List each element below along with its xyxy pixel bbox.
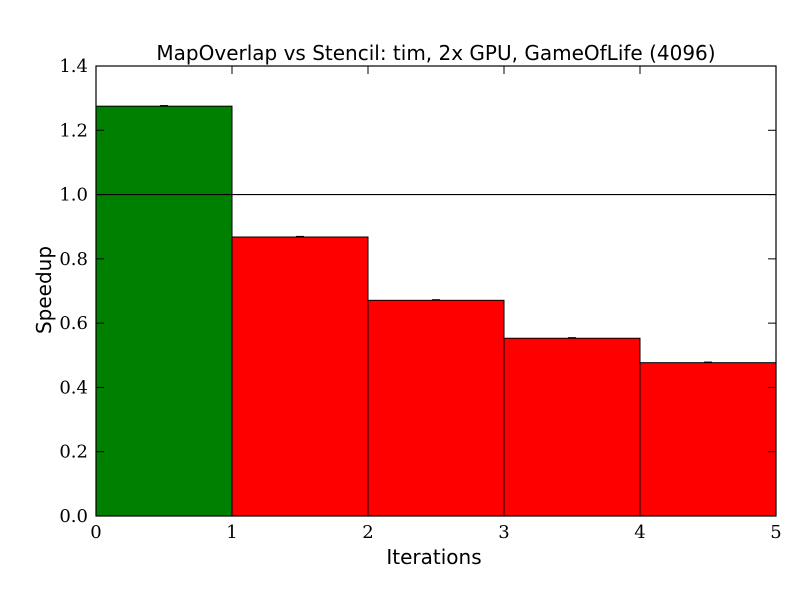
x-tick-label-2: 2: [362, 522, 373, 543]
x-axis-label: Iterations: [386, 545, 481, 569]
y-tick-label-6: 1.2: [59, 120, 88, 141]
chart-title: MapOverlap vs Stencil: tim, 2x GPU, Game…: [156, 41, 715, 65]
bar-2: [367, 299, 505, 517]
bars-group: [95, 105, 777, 517]
y-tick-label-5: 1.0: [59, 185, 88, 206]
x-tick-label-3: 3: [498, 522, 509, 543]
plot-frame: [95, 65, 777, 517]
y-tick-label-0: 0.0: [59, 506, 88, 527]
x-tick-label-1: 1: [226, 522, 237, 543]
ticks-group: 0 1 2 3 4 5 0.0 0.2 0.4 0.6 0.8 1.0 1.2 1.4: [59, 56, 781, 543]
x-tick-label-0: 0: [90, 522, 101, 543]
y-axis-label: Speedup: [32, 246, 56, 334]
bar-4: [639, 362, 777, 517]
bar-1: [231, 236, 369, 517]
y-tick-label-4: 0.8: [59, 249, 88, 270]
x-tick-label-4: 4: [634, 522, 645, 543]
error-bars-group: [160, 105, 712, 363]
y-tick-label-3: 0.6: [59, 313, 88, 334]
y-tick-label-1: 0.2: [59, 442, 88, 463]
y-tick-label-7: 1.4: [59, 56, 88, 77]
x-tick-label-5: 5: [770, 522, 781, 543]
bar-0: [95, 105, 233, 517]
y-tick-label-2: 0.4: [59, 377, 88, 398]
bar-3: [503, 337, 641, 517]
